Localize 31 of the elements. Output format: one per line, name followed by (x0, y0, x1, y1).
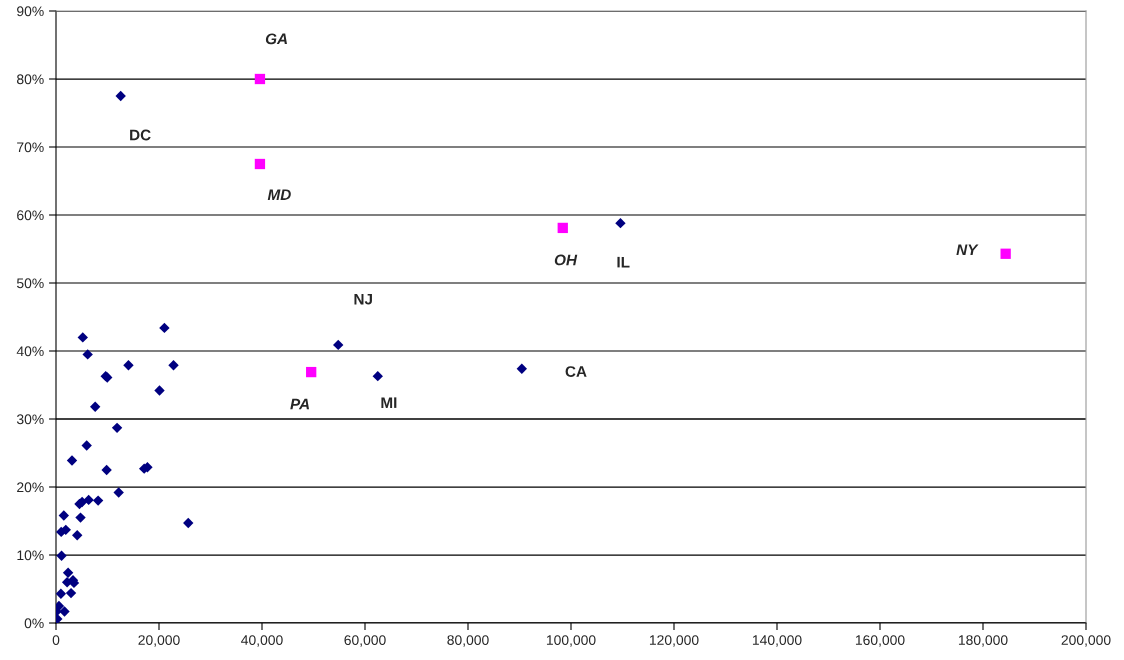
y-tick-label: 60% (17, 210, 44, 221)
y-tick-label: 70% (17, 142, 44, 153)
y-tick-label: 40% (16, 346, 44, 357)
x-tick-label: 140,000 (752, 635, 802, 647)
x-tick-label: 180,000 (958, 635, 1008, 647)
annotation: OH (554, 254, 578, 266)
annotation: MD (267, 189, 291, 200)
y-tick-label: 10% (17, 550, 44, 561)
annotation: DC (130, 129, 151, 141)
x-tick-label: 160,000 (855, 635, 905, 647)
x-tick-label: 0 (52, 635, 60, 646)
annotation: NY (956, 244, 979, 255)
annotation: MI (381, 397, 397, 408)
y-tick-label: 20% (17, 482, 44, 493)
annotation: PA (290, 398, 310, 410)
y-tick-label: 50% (16, 278, 44, 289)
y-tick-label: 90% (17, 6, 44, 17)
y-tick-label: 30% (16, 414, 44, 425)
x-tick-label: 120,000 (649, 635, 699, 647)
x-tick-label: 80,000 (447, 635, 489, 647)
x-tick-label: 20,000 (138, 635, 180, 647)
y-tick-label: 0% (24, 618, 44, 629)
x-tick-label: 200,000 (1061, 635, 1111, 647)
x-tick-label: 60,000 (344, 635, 386, 647)
x-tick-label: 40,000 (241, 635, 283, 647)
annotation: CA (565, 366, 587, 377)
y-tick-label: 80% (17, 74, 44, 85)
annotation: NJ (354, 293, 372, 305)
annotation: GA (265, 33, 287, 45)
annotation: IL (617, 256, 630, 268)
x-tick-label: 100,000 (546, 635, 596, 647)
